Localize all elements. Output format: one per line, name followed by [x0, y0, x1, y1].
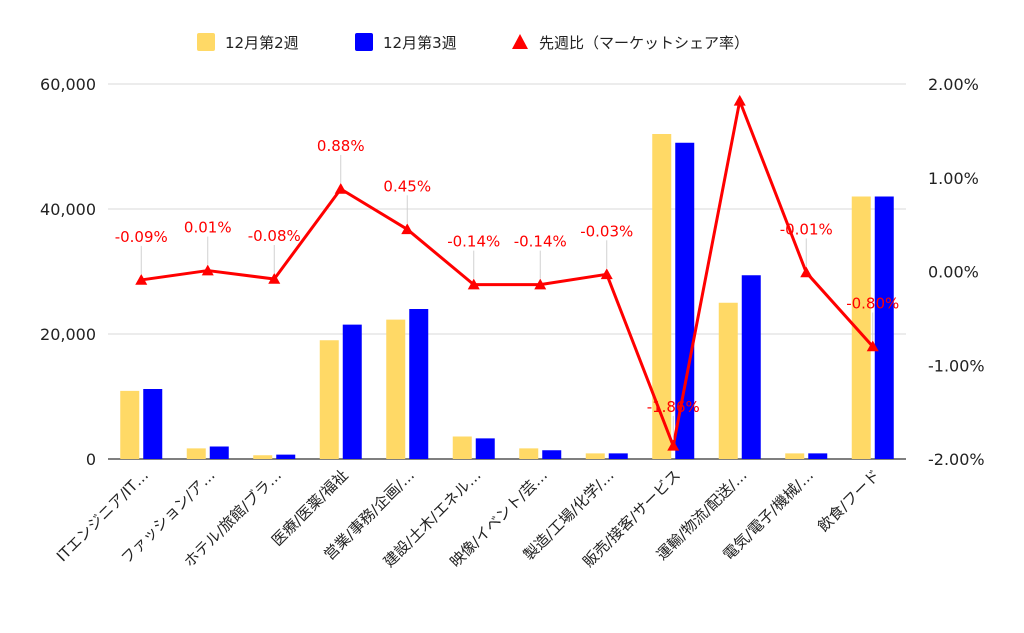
share-marker	[467, 278, 480, 290]
right-tick-label: -1.00%	[928, 356, 985, 375]
legend-label: 先週比（マーケットシェア率）	[539, 34, 749, 52]
right-axis-ticks: -2.00% -1.00% 0.00% 1.00% 2.00%	[928, 75, 985, 469]
right-tick-label: 0.00%	[928, 263, 979, 282]
share-data-label: -0.14%	[447, 233, 500, 251]
bar-week2	[253, 455, 273, 459]
share-data-label: -0.09%	[115, 228, 168, 246]
bar-week3	[475, 438, 495, 459]
share-marker	[268, 273, 281, 284]
share-marker	[401, 223, 414, 235]
bar-week2	[785, 453, 805, 459]
legend-swatch	[355, 33, 373, 51]
bar-week2	[718, 302, 738, 459]
share-marker	[667, 439, 680, 451]
share-data-label: -0.08%	[248, 227, 301, 245]
bar-week3	[808, 453, 828, 459]
gridlines	[108, 83, 906, 460]
share-marker	[534, 278, 547, 290]
legend-label: 12月第3週	[383, 34, 457, 52]
bars	[120, 134, 894, 459]
share-marker	[866, 340, 879, 352]
bar-week3	[409, 309, 429, 459]
share-marker	[334, 183, 347, 194]
left-tick-label: 60,000	[40, 75, 96, 94]
legend-swatch	[512, 34, 528, 49]
left-tick-label: 0	[86, 450, 96, 469]
bar-week3	[209, 446, 229, 459]
legend-swatch	[197, 33, 215, 51]
bar-week2	[851, 196, 871, 459]
bar-week3	[741, 275, 761, 459]
share-data-label: -0.01%	[780, 220, 833, 238]
share-line	[141, 99, 874, 448]
bar-week3	[608, 453, 628, 459]
share-data-label: -0.03%	[580, 222, 633, 240]
right-tick-label: 2.00%	[928, 75, 979, 94]
bar-week2	[585, 453, 605, 459]
share-marker	[201, 264, 214, 276]
bar-week3	[675, 142, 695, 459]
share-data-label: -1.86%	[647, 398, 700, 416]
bar-week2	[186, 448, 206, 459]
category-labels: ITエンジニア/IT…ファッション/ア…ホテル/旅館/ブラ…医療/医薬/福祉営業…	[53, 466, 884, 571]
bar-week3	[874, 196, 894, 459]
left-axis-ticks: 0 20,000 40,000 60,000	[40, 75, 96, 469]
share-data-label: 0.01%	[184, 219, 232, 237]
left-tick-label: 40,000	[40, 200, 96, 219]
category-label: 飲食/フード	[814, 466, 883, 535]
bar-week2	[652, 134, 672, 459]
share-data-label: 0.45%	[383, 177, 431, 195]
share-data-label: -0.14%	[514, 233, 567, 251]
bar-week2	[452, 436, 472, 459]
left-tick-label: 20,000	[40, 325, 96, 344]
bar-week3	[342, 324, 362, 459]
share-data-label: 0.88%	[317, 137, 365, 155]
bar-week2	[120, 390, 140, 459]
bar-week2	[386, 319, 406, 459]
legend-label: 12月第2週	[225, 34, 299, 52]
share-marker	[600, 268, 613, 280]
bar-week2	[519, 448, 539, 459]
bar-week2	[319, 340, 339, 459]
bar-week3	[143, 389, 163, 459]
bar-week3	[542, 450, 562, 459]
legend: 12月第2週 12月第3週 先週比（マーケットシェア率）	[197, 33, 749, 52]
bar-week3	[276, 454, 296, 459]
share-data-label: -0.80%	[846, 295, 899, 313]
share-marker	[135, 273, 148, 285]
share-marker	[733, 94, 746, 106]
right-tick-label: -2.00%	[928, 450, 985, 469]
share-marker	[800, 266, 813, 278]
right-tick-label: 1.00%	[928, 169, 979, 188]
line-series: -0.09%0.01% -0.08%0.88%0.45%-0.14% -0.14%-…	[115, 94, 899, 451]
